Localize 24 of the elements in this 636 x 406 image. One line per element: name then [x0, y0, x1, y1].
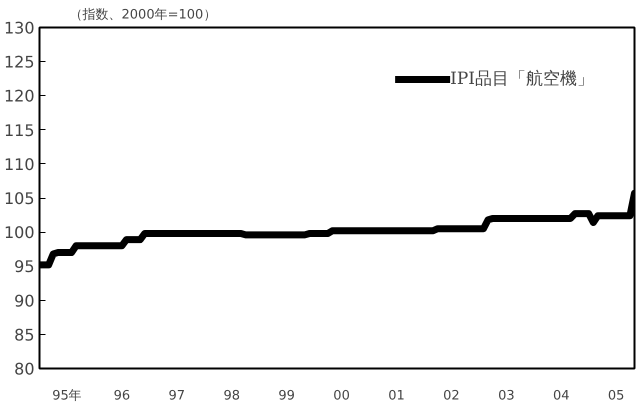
- legend-label: IPI品目「航空機」: [450, 68, 594, 90]
- x-tick-label: 02: [443, 388, 460, 404]
- x-tick-label: 95年: [52, 388, 82, 404]
- y-tick-label: 110: [4, 154, 35, 174]
- x-tick-label: 97: [168, 388, 186, 404]
- x-tick-label: 98: [223, 388, 240, 404]
- x-tick-label: 96: [114, 388, 130, 404]
- y-tick-label: 130: [4, 18, 35, 38]
- x-tick-label: 01: [388, 388, 405, 404]
- y-tick-label: 105: [4, 189, 35, 208]
- x-tick-label: 00: [333, 388, 350, 404]
- y-tick-label: 115: [4, 120, 35, 140]
- x-tick-label: 04: [553, 388, 570, 404]
- y-tick-label: 90: [14, 291, 34, 310]
- x-tick-label: 03: [498, 388, 515, 404]
- x-tick-label: 99: [278, 388, 295, 404]
- y-tick-label: 100: [4, 223, 35, 242]
- y-tick-label: 80: [14, 360, 34, 378]
- y-tick-label: 120: [4, 86, 35, 106]
- y-tick-label: 125: [4, 52, 35, 72]
- y-tick-label: 85: [14, 325, 34, 344]
- y-tick-label: 95: [14, 257, 34, 276]
- x-tick-label: 05: [608, 388, 624, 404]
- chart-title: （指数、2000年=100）: [70, 8, 216, 22]
